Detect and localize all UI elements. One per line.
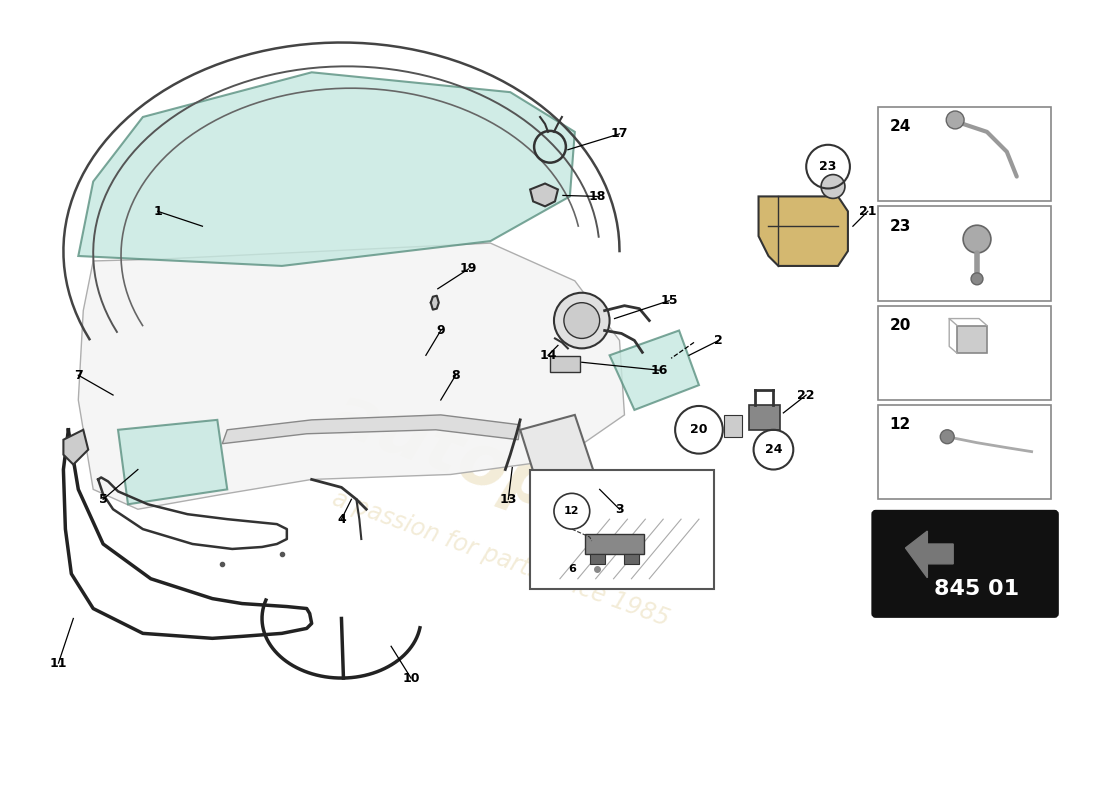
Text: 2: 2 xyxy=(714,334,723,347)
Text: 20: 20 xyxy=(690,423,707,436)
Text: 17: 17 xyxy=(610,127,628,140)
Text: 6: 6 xyxy=(568,564,575,574)
Circle shape xyxy=(964,226,991,253)
Text: 9: 9 xyxy=(437,324,446,337)
Bar xyxy=(585,534,645,554)
Text: 3: 3 xyxy=(615,502,624,516)
Bar xyxy=(625,554,639,564)
Text: 14: 14 xyxy=(539,349,557,362)
Circle shape xyxy=(564,302,600,338)
FancyBboxPatch shape xyxy=(872,511,1057,617)
Text: 7: 7 xyxy=(74,369,82,382)
Bar xyxy=(878,107,1052,202)
Bar xyxy=(724,415,741,437)
Bar xyxy=(878,206,1052,301)
Polygon shape xyxy=(64,430,88,465)
Text: 16: 16 xyxy=(650,364,668,377)
Circle shape xyxy=(946,111,964,129)
Text: 845 01: 845 01 xyxy=(935,578,1020,598)
Text: 20: 20 xyxy=(890,318,911,333)
Bar xyxy=(878,306,1052,400)
Text: 22: 22 xyxy=(798,389,815,402)
Text: 5: 5 xyxy=(99,493,108,506)
Text: 24: 24 xyxy=(764,443,782,456)
Circle shape xyxy=(821,174,845,198)
Text: a passion for parts since 1985: a passion for parts since 1985 xyxy=(329,486,672,631)
Circle shape xyxy=(554,293,609,348)
Polygon shape xyxy=(530,183,558,206)
Text: 21: 21 xyxy=(859,205,877,218)
Bar xyxy=(550,356,580,372)
Polygon shape xyxy=(520,415,600,510)
Text: 1: 1 xyxy=(153,205,162,218)
Polygon shape xyxy=(78,243,625,510)
Text: 12: 12 xyxy=(564,506,580,516)
Text: 8: 8 xyxy=(451,369,460,382)
Polygon shape xyxy=(431,296,439,310)
Text: 11: 11 xyxy=(50,657,67,670)
Polygon shape xyxy=(118,420,228,504)
Text: 19: 19 xyxy=(460,262,477,275)
Text: 12: 12 xyxy=(890,418,911,432)
Bar xyxy=(878,405,1052,499)
Text: autoparts: autoparts xyxy=(321,379,719,580)
Bar xyxy=(530,470,714,589)
Polygon shape xyxy=(222,415,520,444)
Polygon shape xyxy=(905,531,954,578)
Bar xyxy=(590,554,605,564)
Text: 23: 23 xyxy=(820,160,837,173)
Bar xyxy=(957,326,987,354)
Bar xyxy=(749,405,780,430)
Polygon shape xyxy=(759,197,848,266)
Text: 24: 24 xyxy=(890,119,911,134)
Text: 4: 4 xyxy=(337,513,345,526)
Polygon shape xyxy=(609,330,698,410)
Polygon shape xyxy=(78,72,575,266)
Circle shape xyxy=(971,273,983,285)
Text: 10: 10 xyxy=(403,671,420,685)
Text: 13: 13 xyxy=(499,493,517,506)
Text: 15: 15 xyxy=(660,294,678,307)
Circle shape xyxy=(940,430,954,444)
Text: 18: 18 xyxy=(588,190,606,203)
Text: 23: 23 xyxy=(890,218,911,234)
